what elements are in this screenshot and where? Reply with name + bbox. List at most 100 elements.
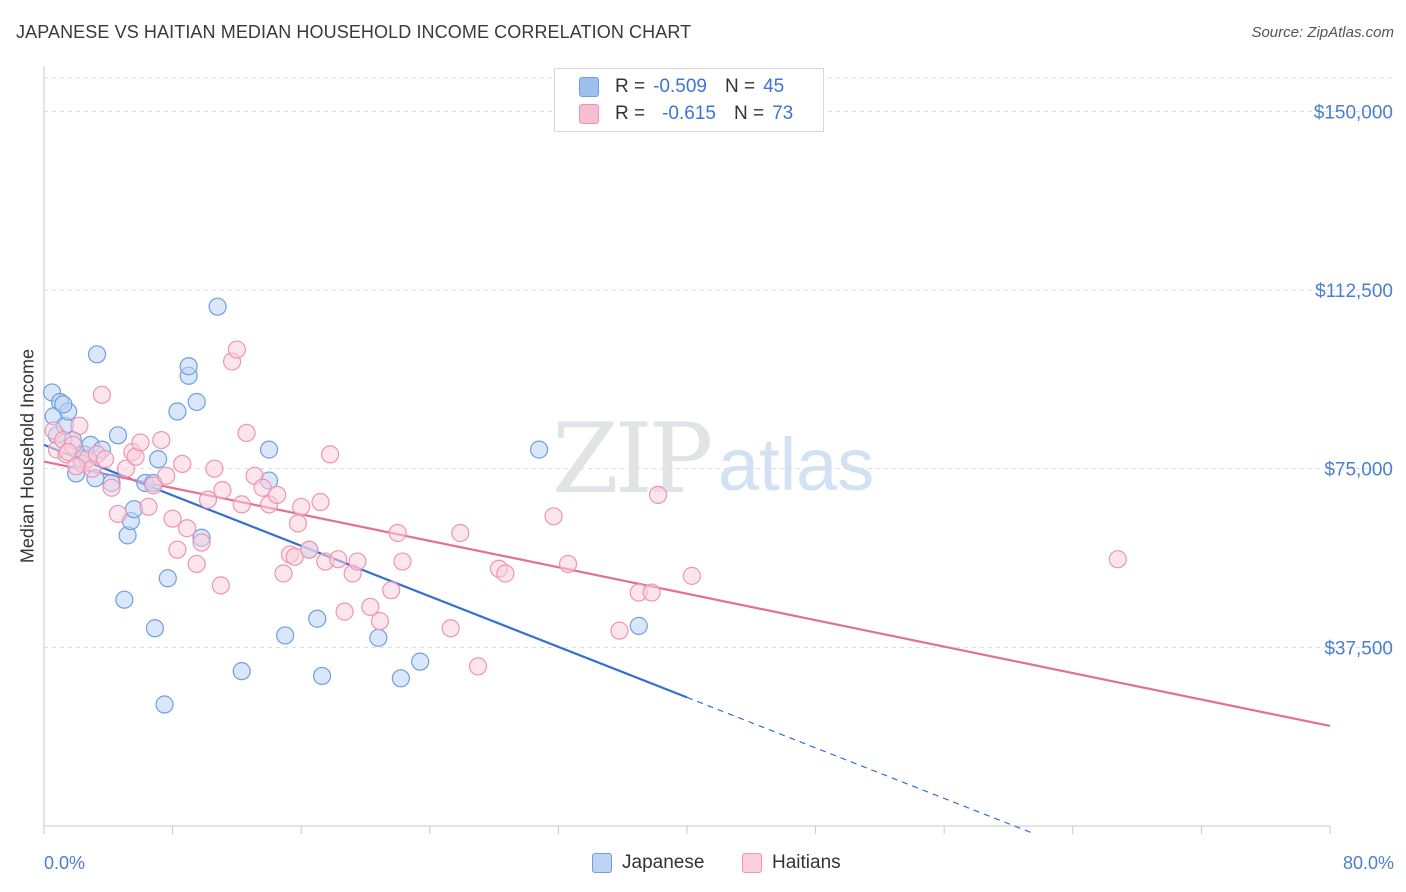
data-point-haitians bbox=[451, 523, 470, 543]
data-point-japanese bbox=[108, 426, 128, 445]
data-point-haitians bbox=[108, 504, 128, 524]
data-point-haitians bbox=[682, 566, 701, 585]
data-point-haitians bbox=[131, 433, 150, 452]
watermark: ZIP atlas bbox=[552, 403, 874, 515]
chart-source: Source: ZipAtlas.com bbox=[1251, 24, 1394, 41]
data-point-japanese bbox=[149, 450, 168, 469]
legend-row-haitians: R = -0.615 N = 73 bbox=[579, 101, 793, 127]
data-point-haitians bbox=[544, 507, 563, 526]
data-point-haitians bbox=[213, 481, 232, 500]
data-point-haitians bbox=[198, 490, 218, 509]
data-point-haitians bbox=[59, 442, 78, 462]
data-point-haitians bbox=[370, 612, 390, 631]
data-point-japanese bbox=[155, 695, 174, 714]
data-point-haitians bbox=[211, 576, 230, 595]
data-point-haitians bbox=[292, 497, 311, 516]
data-point-haitians bbox=[157, 466, 176, 485]
series-swatch-haitians bbox=[742, 853, 762, 873]
data-point-japanese bbox=[259, 440, 279, 459]
legend-r-value: -0.615 bbox=[662, 103, 716, 124]
data-point-haitians bbox=[67, 457, 86, 476]
data-point-haitians bbox=[648, 485, 668, 504]
series-swatch-japanese bbox=[592, 853, 612, 873]
data-point-haitians bbox=[610, 621, 629, 640]
data-point-haitians bbox=[388, 523, 407, 543]
data-point-haitians bbox=[329, 550, 348, 569]
data-point-japanese bbox=[629, 616, 648, 635]
data-point-japanese bbox=[87, 345, 107, 364]
data-point-haitians bbox=[311, 492, 330, 512]
data-point-haitians bbox=[205, 459, 224, 478]
legend-swatch-haitians bbox=[579, 104, 599, 124]
data-point-haitians bbox=[144, 476, 163, 495]
watermark-atlas: atlas bbox=[718, 423, 874, 506]
series-legend: Japanese Haitians bbox=[0, 852, 1406, 878]
data-point-haitians bbox=[348, 552, 367, 571]
data-point-haitians bbox=[382, 581, 401, 600]
data-point-haitians bbox=[1108, 550, 1127, 569]
data-point-haitians bbox=[173, 454, 192, 474]
data-point-japanese bbox=[187, 392, 206, 412]
data-point-haitians bbox=[642, 583, 661, 602]
legend-n-label: N = bbox=[733, 103, 765, 124]
data-point-haitians bbox=[168, 540, 187, 559]
data-point-japanese bbox=[158, 569, 177, 588]
data-point-haitians bbox=[253, 478, 272, 497]
grid-lines bbox=[44, 77, 1394, 648]
y-tick-label: $37,500 bbox=[1324, 638, 1393, 659]
data-point-haitians bbox=[361, 597, 380, 616]
data-point-japanese bbox=[168, 402, 187, 421]
data-points bbox=[42, 297, 1127, 714]
y-tick-label: $112,500 bbox=[1315, 281, 1393, 302]
data-point-haitians bbox=[139, 497, 158, 516]
data-point-haitians bbox=[393, 552, 412, 571]
data-point-haitians bbox=[116, 459, 136, 478]
data-point-japanese bbox=[308, 609, 327, 628]
legend-n-label: N = bbox=[724, 76, 756, 97]
trend-line-extension-japanese bbox=[686, 696, 1033, 834]
series-label-japanese: Japanese bbox=[622, 852, 705, 873]
data-point-haitians bbox=[92, 385, 111, 404]
legend-swatch-japanese bbox=[579, 77, 599, 97]
data-point-haitians bbox=[285, 547, 304, 566]
watermark-zip: ZIP bbox=[552, 403, 711, 515]
data-point-haitians bbox=[95, 450, 115, 469]
series-legend-haitians: Haitians bbox=[742, 852, 841, 874]
data-point-haitians bbox=[163, 509, 182, 528]
series-label-haitians: Haitians bbox=[772, 852, 841, 873]
data-point-japanese bbox=[179, 357, 198, 376]
x-tick-label-min: 0.0% bbox=[44, 853, 85, 873]
data-point-haitians bbox=[232, 495, 251, 514]
data-point-japanese bbox=[232, 662, 251, 681]
y-tick-label: $150,000 bbox=[1314, 102, 1393, 123]
data-point-haitians bbox=[558, 554, 578, 574]
data-point-haitians bbox=[441, 619, 460, 638]
data-point-haitians bbox=[177, 519, 197, 538]
data-point-japanese bbox=[312, 666, 332, 686]
legend-n-value: 45 bbox=[763, 76, 785, 97]
legend-r-value: -0.509 bbox=[653, 76, 707, 97]
data-point-japanese bbox=[208, 297, 227, 316]
data-point-haitians bbox=[300, 540, 319, 559]
data-point-haitians bbox=[192, 533, 211, 552]
series-legend-japanese: Japanese bbox=[592, 852, 704, 874]
data-point-haitians bbox=[335, 602, 354, 621]
tick-labels: $37,500 $75,000 $112,500 $150,000 0.0% 80.0% bbox=[44, 102, 1394, 873]
data-point-haitians bbox=[288, 514, 308, 533]
data-point-haitians bbox=[70, 416, 89, 435]
legend-row-japanese: R = -0.509 N = 45 bbox=[579, 74, 784, 100]
data-point-japanese bbox=[391, 669, 410, 688]
x-tick-label-max: 80.0% bbox=[1343, 853, 1394, 873]
data-point-japanese bbox=[145, 619, 165, 638]
data-point-haitians bbox=[267, 485, 287, 504]
correlation-legend: R = -0.509 N = 45 R = -0.615 N = 73 bbox=[554, 68, 824, 132]
legend-r-label: R = bbox=[615, 103, 646, 124]
data-point-haitians bbox=[227, 340, 246, 359]
trend-line-haitians bbox=[43, 460, 1331, 728]
legend-n-value: 73 bbox=[772, 103, 794, 124]
legend-r-label: R = bbox=[615, 76, 646, 97]
data-point-japanese bbox=[369, 628, 388, 647]
data-point-japanese bbox=[276, 626, 295, 645]
data-point-japanese bbox=[115, 590, 134, 609]
